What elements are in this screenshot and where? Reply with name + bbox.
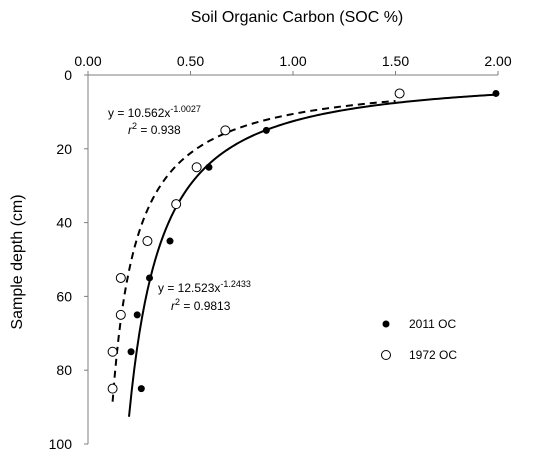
data-point-1972 [142,236,153,247]
data-point-2011 [137,385,145,393]
fit-equation-1972: y = 10.562x-1.0027 r2 = 0.938 [108,104,201,137]
x-ticks: 0.00 0.50 1.00 1.50 2.00 [74,53,512,75]
fit-2011-r2-sup: 2 [175,297,180,307]
fit-1972-r2-sup: 2 [132,121,137,131]
fit-1972-r2-symbol: r [128,123,133,137]
x-tick-label: 1.00 [279,53,306,69]
y-tick-label: 20 [56,141,72,157]
y-tick-label: 80 [56,362,72,378]
fit-line-1972 [111,99,396,402]
x-tick-label: 1.50 [382,53,409,69]
fit-2011-r2-value: = 0.9813 [180,299,231,313]
y-ticks: 0 20 40 60 80 100 [49,67,88,452]
fit-lines [111,93,499,417]
data-point-2011 [205,163,213,171]
data-point-2011 [166,237,174,245]
data-point-2011 [146,274,153,282]
fit-equation-2011: y = 12.523x-1.2433 r2 = 0.9813 [158,279,251,313]
x-tick-label: 0.50 [177,53,204,69]
x-axis-title: Soil Organic Carbon (SOC %) [191,9,404,26]
svg-text:y = 10.562x-1.0027: y = 10.562x-1.0027 [108,104,201,120]
legend-label-1972: 1972 OC [409,348,457,362]
fit-2011-exponent: -1.2433 [220,279,251,289]
svg-text:y = 12.523x-1.2433: y = 12.523x-1.2433 [158,279,251,295]
data-point-2011 [133,311,141,319]
fit-2011-equation-text: y = 12.523x [158,281,220,295]
y-axis-title: Sample depth (cm) [9,194,26,329]
fit-1972-r2-value: = 0.938 [137,123,181,137]
data-point-1972 [107,346,118,357]
data-point-2011 [127,348,135,356]
legend: 2011 OC 1972 OC [381,317,457,362]
fit-1972-equation-text: y = 10.562x [108,106,170,120]
data-point-1972 [107,383,118,394]
svg-text:r2 = 0.938: r2 = 0.938 [128,121,181,137]
data-point-1972 [394,88,405,99]
data-point-2011 [492,89,500,97]
data-point-1972 [220,125,231,136]
legend-marker-1972 [381,350,391,360]
data-point-1972 [115,272,126,283]
svg-text:r2 = 0.9813: r2 = 0.9813 [171,297,231,313]
fit-1972-exponent: -1.0027 [170,104,201,114]
fit-2011-r2-symbol: r [171,299,176,313]
y-tick-label: 60 [56,288,72,304]
x-tick-label: 2.00 [484,53,511,69]
data-point-1972 [191,162,202,173]
legend-marker-2011 [382,320,390,328]
data-points [107,88,500,394]
y-tick-label: 100 [49,436,73,452]
fit-line-2011 [128,93,499,417]
y-tick-label: 0 [64,67,72,83]
x-tick-label: 0.00 [74,53,101,69]
data-point-1972 [171,199,182,210]
data-point-2011 [262,126,270,134]
y-tick-label: 40 [56,215,72,231]
data-point-1972 [115,309,126,320]
legend-label-2011: 2011 OC [409,317,456,331]
